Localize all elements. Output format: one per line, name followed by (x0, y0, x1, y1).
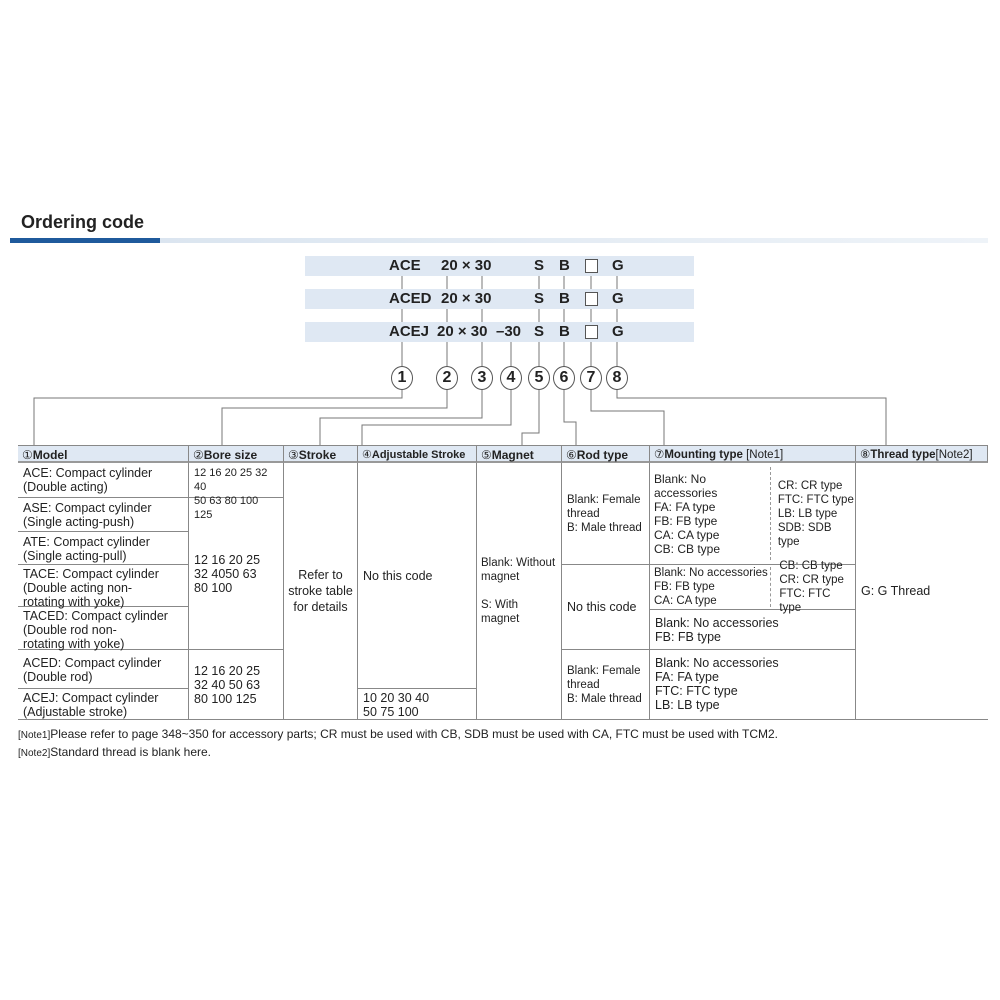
circle-8: 8 (606, 366, 628, 390)
code-mount-box-icon (585, 259, 598, 278)
model-ace: ACE: Compact cylinder (Double acting) (18, 463, 189, 498)
circle-4: 4 (500, 366, 522, 390)
code-model: ACEJ (389, 323, 430, 340)
bore-size-group-2: 12 16 20 25 32 4050 63 80 100 (189, 498, 284, 650)
code-rod: B (559, 257, 570, 274)
section-title: Ordering code (21, 212, 145, 232)
code-row-ace: ACE 20 × 30 S B G (305, 256, 694, 276)
code-model: ACED (389, 290, 432, 307)
code-row-aced: ACED 20 × 30 S B G (305, 289, 694, 309)
model-taced: TACED: Compact cylinder (Double rod non-… (18, 607, 189, 651)
model-ate: ATE: Compact cylinder (Single acting-pul… (18, 532, 189, 565)
circle-6: 6 (553, 366, 575, 390)
rod-type-2: No this code (562, 565, 650, 650)
circle-2: 2 (436, 366, 458, 390)
code-thread: G (612, 290, 624, 307)
code-row-acej: ACEJ 20 × 30 –30 S B G (305, 322, 694, 342)
mounting-row-3: Blank: No accessories FB: FB type (650, 610, 856, 650)
title-underline-accent (10, 238, 160, 243)
circle-5: 5 (528, 366, 550, 390)
stroke-cell: Refer to stroke table for details (284, 463, 358, 720)
magnet-cell: Blank: Without magnet S: With magnet (477, 463, 562, 720)
dashed-divider (770, 567, 771, 607)
note-2: [Note2]Standard thread is blank here. (18, 745, 212, 759)
code-adjustable: –30 (496, 323, 522, 340)
code-mount-box-icon (585, 292, 598, 311)
code-size: 20 × 30 (437, 323, 488, 340)
bore-size-group-3: 12 16 20 25 32 40 50 63 80 100 125 (189, 650, 284, 720)
code-magnet: S (534, 290, 545, 307)
code-rod: B (559, 290, 570, 307)
bore-size-ace: 12 16 20 25 32 40 50 63 80 100 125 (189, 463, 284, 521)
circle-3: 3 (471, 366, 493, 390)
thread-type-cell: G: G Thread (856, 463, 988, 720)
model-ase: ASE: Compact cylinder (Single acting-pus… (18, 498, 189, 532)
code-thread: G (612, 257, 624, 274)
header-model: ①Model (18, 446, 189, 463)
code-rod: B (559, 323, 570, 340)
header-magnet: ⑤Magnet (477, 446, 562, 463)
mounting-r1-right: CR: CR type FTC: FTC type LB: LB type SD… (777, 479, 854, 548)
model-tace: TACE: Compact cylinder (Double acting no… (18, 565, 189, 609)
header-stroke: ③Stroke (284, 446, 358, 463)
title-underline (160, 238, 988, 243)
mounting-row-1: Blank: No accessories FA: FA type FB: FB… (650, 463, 856, 565)
model-aced: ACED: Compact cylinder (Double rod) (18, 650, 189, 689)
rod-type-1: Blank: Female thread B: Male thread (562, 463, 650, 565)
table-top-border (18, 445, 988, 446)
mounting-r2-right: CB: CB type CR: CR type FTC: FTC type (779, 560, 844, 614)
mounting-row-4: Blank: No accessories FA: FA type FTC: F… (650, 650, 856, 720)
header-adjustable-stroke: ④Adjustable Stroke (358, 446, 477, 463)
code-magnet: S (534, 323, 545, 340)
code-mount-box-icon (585, 325, 598, 344)
code-model: ACE (389, 257, 421, 274)
note-1: [Note1]Please refer to page 348~350 for … (18, 727, 779, 741)
header-rod-type: ⑥Rod type (562, 446, 650, 463)
mounting-row-2: Blank: No accessories FB: FB type CA: CA… (650, 560, 856, 614)
header-bore-size: ②Bore size (189, 446, 284, 463)
code-thread: G (612, 323, 624, 340)
header-mounting-type: ⑦Mounting type [Note1] (650, 446, 856, 463)
circle-1: 1 (391, 366, 413, 390)
magnet-text: Blank: Without magnet S: With magnet (481, 557, 556, 625)
rod-type-3: Blank: Female thread B: Male thread (562, 650, 650, 720)
dashed-divider (770, 467, 771, 560)
code-magnet: S (534, 257, 545, 274)
adjustable-stroke-values: 10 20 30 40 50 75 100 (358, 689, 477, 720)
circle-7: 7 (580, 366, 602, 390)
model-acej: ACEJ: Compact cylinder (Adjustable strok… (18, 689, 189, 720)
adjustable-stroke-none: No this code (358, 463, 477, 689)
code-size: 20 × 30 (441, 290, 492, 307)
code-size: 20 × 30 (441, 257, 492, 274)
mounting-r1-left: Blank: No accessories FA: FA type FB: FB… (654, 471, 721, 556)
mounting-r2-left: Blank: No accessories FB: FB type CA: CA… (654, 567, 768, 607)
header-thread-type: ⑧Thread type[Note2] (856, 446, 988, 463)
